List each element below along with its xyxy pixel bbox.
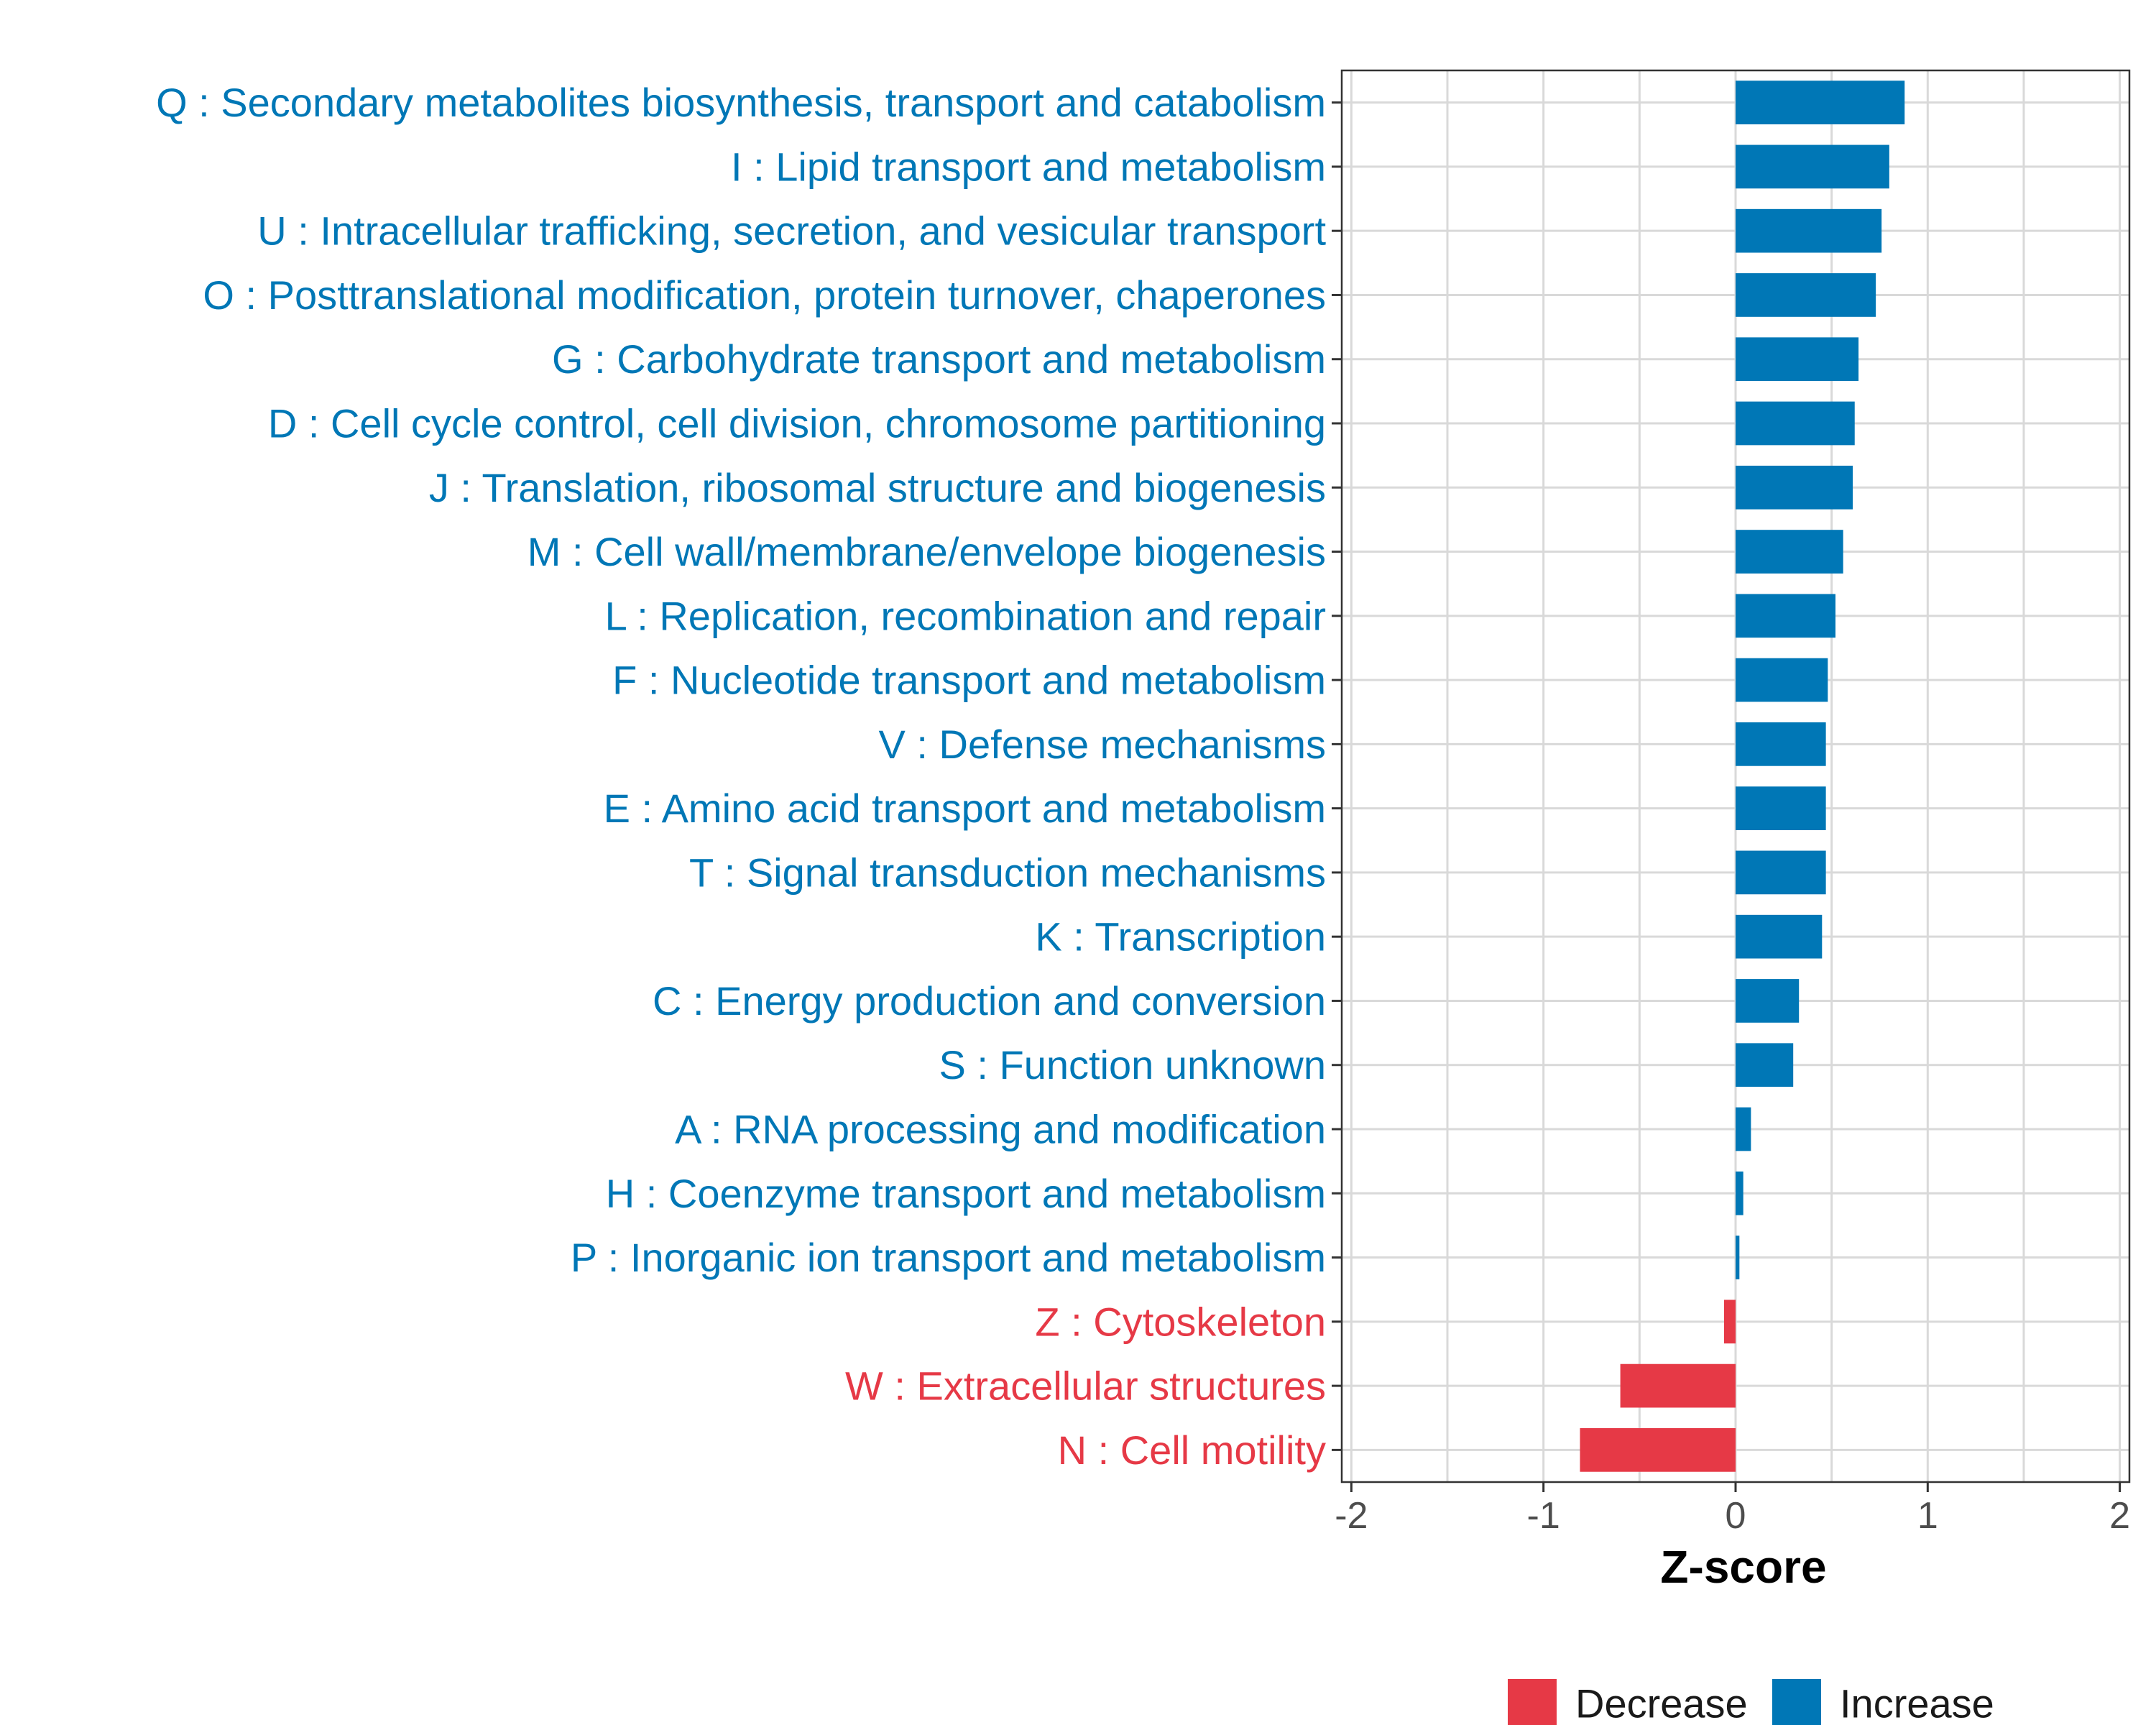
category-label: O : Posttranslational modification, prot…	[203, 272, 1326, 318]
bar	[1580, 1428, 1736, 1472]
category-label: N : Cell motility	[1058, 1427, 1326, 1473]
bar	[1620, 1363, 1736, 1408]
legend: Decrease Increase	[1508, 1679, 1994, 1725]
bar	[1736, 1043, 1794, 1087]
category-label: S : Function unknown	[939, 1042, 1326, 1087]
category-label: P : Inorganic ion transport and metaboli…	[571, 1235, 1326, 1280]
category-label: V : Defense mechanisms	[879, 722, 1326, 767]
bar	[1736, 658, 1828, 702]
bar	[1736, 465, 1853, 510]
category-label: F : Nucleotide transport and metabolism	[612, 658, 1326, 703]
bar	[1736, 144, 1889, 189]
category-label: W : Extracellular structures	[845, 1363, 1326, 1409]
x-gridlines	[1350, 70, 2122, 1482]
x-axis-ticks	[1350, 1482, 2122, 1492]
bar	[1736, 722, 1826, 766]
bars	[1580, 80, 1905, 1472]
bar	[1736, 1171, 1743, 1215]
bar	[1723, 1300, 1736, 1344]
x-tick-label: 2	[2109, 1495, 2130, 1537]
bar	[1736, 850, 1826, 895]
y-axis-labels: Q : Secondary metabolites biosynthesis, …	[156, 80, 1326, 1473]
category-label: H : Coenzyme transport and metabolism	[606, 1171, 1326, 1216]
bar	[1736, 80, 1905, 124]
category-label: U : Intracellular trafficking, secretion…	[257, 208, 1326, 254]
category-label: J : Translation, ribosomal structure and…	[429, 465, 1326, 510]
y-axis-ticks	[1332, 101, 1342, 1451]
category-label: K : Transcription	[1035, 914, 1326, 960]
category-label: A : RNA processing and modification	[675, 1107, 1326, 1152]
x-tick-label: 1	[1917, 1495, 1938, 1537]
bar	[1736, 337, 1859, 382]
legend-label-increase: Increase	[1840, 1681, 1994, 1725]
bar	[1736, 1107, 1751, 1151]
category-label: Q : Secondary metabolites biosynthesis, …	[156, 80, 1326, 125]
bar	[1736, 401, 1855, 446]
bar	[1736, 273, 1876, 317]
legend-label-decrease: Decrease	[1575, 1681, 1748, 1725]
x-tick-label: -1	[1527, 1495, 1560, 1537]
bar	[1736, 979, 1800, 1023]
bar	[1736, 914, 1823, 959]
legend-swatch-decrease	[1508, 1679, 1557, 1725]
bar	[1736, 530, 1843, 574]
category-label: Z : Cytoskeleton	[1035, 1299, 1326, 1344]
category-label: C : Energy production and conversion	[653, 978, 1326, 1024]
category-label: G : Carbohydrate transport and metabolis…	[552, 336, 1326, 382]
x-axis-title: Z-score	[1660, 1541, 1826, 1593]
category-label: T : Signal transduction mechanisms	[689, 850, 1326, 895]
x-axis-labels: -2 -1 0 1 2	[1335, 1495, 2130, 1537]
category-label: E : Amino acid transport and metabolism	[604, 786, 1326, 831]
category-label: D : Cell cycle control, cell division, c…	[268, 401, 1326, 446]
bar	[1736, 786, 1826, 830]
bar	[1736, 208, 1882, 253]
x-tick-label: 0	[1726, 1495, 1746, 1537]
legend-swatch-increase	[1772, 1679, 1821, 1725]
x-tick-label: -2	[1335, 1495, 1368, 1537]
category-label: M : Cell wall/membrane/envelope biogenes…	[528, 529, 1326, 574]
bar	[1736, 1236, 1740, 1279]
category-label: I : Lipid transport and metabolism	[731, 144, 1326, 189]
bar	[1736, 594, 1836, 638]
category-label: L : Replication, recombination and repai…	[605, 593, 1326, 638]
